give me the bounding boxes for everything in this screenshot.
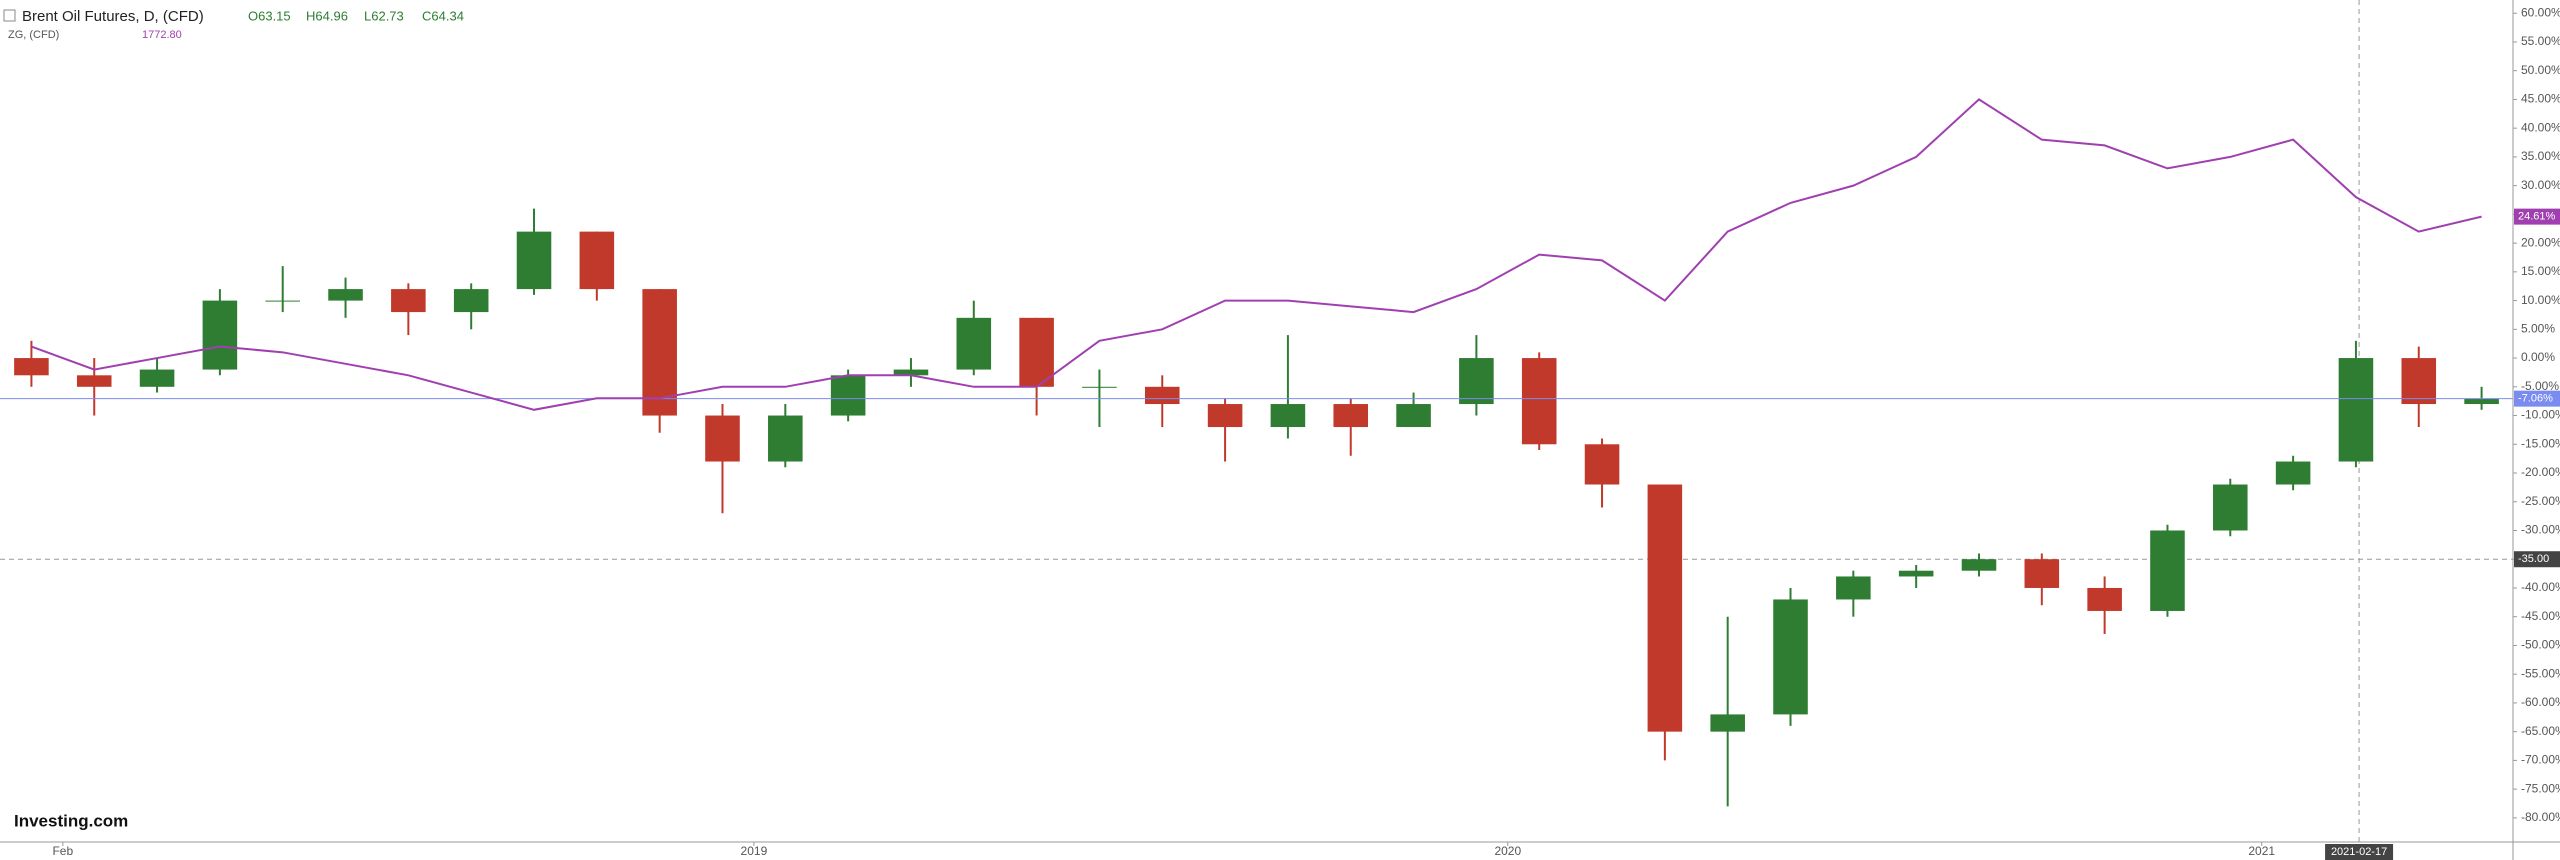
series-line xyxy=(31,98,2482,411)
plot-layer xyxy=(0,0,2513,842)
candle-body xyxy=(202,300,238,370)
crosshair-y-label: -35.00 xyxy=(2518,553,2549,565)
y-tick-label: -70.00% xyxy=(2521,753,2560,767)
y-tick-label: -15.00% xyxy=(2521,436,2560,450)
y-tick-label: -25.00% xyxy=(2521,494,2560,508)
y-tick-label: 10.00% xyxy=(2521,293,2560,307)
candle-body xyxy=(642,289,677,416)
last-value-label: 24.61% xyxy=(2518,211,2556,223)
y-tick-label: -40.00% xyxy=(2521,580,2560,594)
crosshair-x-box xyxy=(2325,844,2394,860)
ohlc-label: O63.15 xyxy=(248,8,291,23)
candle-body xyxy=(1773,599,1808,715)
candle-body xyxy=(1836,576,1871,600)
candle-body xyxy=(76,375,112,387)
x-tick-label: 2021 xyxy=(2248,844,2275,858)
candle-body xyxy=(768,415,803,462)
x-tick-label: 2020 xyxy=(1494,844,1521,858)
candle-body xyxy=(328,289,363,301)
y-tick-label: 0.00% xyxy=(2521,350,2555,364)
y-tick-label: -80.00% xyxy=(2521,810,2560,824)
candle-body xyxy=(2150,530,2185,611)
candle-body xyxy=(1647,484,1683,732)
series-title: Brent Oil Futures, D, (CFD) xyxy=(22,8,204,25)
candle-body xyxy=(265,300,300,302)
y-tick-label: -75.00% xyxy=(2521,781,2560,795)
candle-body xyxy=(1019,317,1054,387)
candle-body xyxy=(830,375,866,416)
crosshair-x-label: 2021-02-17 xyxy=(2331,846,2387,858)
candle-body xyxy=(2213,484,2248,531)
crosshair-y-box xyxy=(2514,551,2560,568)
y-tick-label: 40.00% xyxy=(2521,120,2560,134)
y-tick-label: 15.00% xyxy=(2521,264,2560,278)
ohlc-label: C64.34 xyxy=(422,8,464,23)
y-tick-label: -50.00% xyxy=(2521,638,2560,652)
x-tick-label: 2019 xyxy=(741,844,768,858)
candle-body xyxy=(453,289,489,313)
y-tick-label: 5.00% xyxy=(2521,322,2555,336)
series-value: 1772.80 xyxy=(142,29,182,41)
candle-body xyxy=(1396,404,1431,428)
candle-body xyxy=(1584,444,1620,485)
candle-body xyxy=(1961,559,1997,571)
candle-body xyxy=(1082,386,1117,388)
watermark: Investing.com xyxy=(14,811,128,830)
y-tick-label: -65.00% xyxy=(2521,724,2560,738)
y-tick-label: 60.00% xyxy=(2521,5,2560,19)
candle-body xyxy=(2087,587,2122,611)
candle-body xyxy=(516,231,552,290)
y-tick-label: 35.00% xyxy=(2521,149,2560,163)
y-tick-label: 50.00% xyxy=(2521,63,2560,77)
candle-body xyxy=(139,369,175,387)
y-tick-label: -45.00% xyxy=(2521,609,2560,623)
candle-body xyxy=(956,317,992,370)
candle-body xyxy=(1270,404,1306,428)
last-price-box xyxy=(2514,390,2560,407)
candle-body xyxy=(1207,404,1243,428)
y-tick-label: 45.00% xyxy=(2521,92,2560,106)
x-tick-label: Feb xyxy=(52,844,73,858)
y-tick-label: -30.00% xyxy=(2521,523,2560,537)
candle-body xyxy=(579,231,615,290)
y-tick-label: -60.00% xyxy=(2521,695,2560,709)
ohlc-label: H64.96 xyxy=(306,8,348,23)
candle-body xyxy=(2401,358,2437,405)
candle-body xyxy=(2275,461,2311,485)
last-value-box xyxy=(2514,208,2560,225)
y-tick-label: -20.00% xyxy=(2521,465,2560,479)
candle-body xyxy=(1144,386,1180,405)
collapse-icon[interactable] xyxy=(3,9,16,22)
candle-body xyxy=(14,358,49,376)
candle-body xyxy=(2338,358,2374,462)
last-price-label: -7.06% xyxy=(2518,393,2553,405)
candle-body xyxy=(1710,714,1745,732)
candle-body xyxy=(2024,559,2060,588)
y-tick-label: 20.00% xyxy=(2521,235,2560,249)
candle-body xyxy=(705,415,740,462)
ohlc-label: L62.73 xyxy=(364,8,404,23)
candle-body xyxy=(893,369,929,376)
y-tick-label: 55.00% xyxy=(2521,34,2560,48)
candle-body xyxy=(1333,404,1369,428)
candle-body xyxy=(391,289,426,313)
candle-body xyxy=(1521,358,1557,445)
candle-body xyxy=(1898,570,1934,577)
series-title: ZG, (CFD) xyxy=(8,29,59,41)
candle-body xyxy=(2464,398,2499,405)
y-tick-label: -10.00% xyxy=(2521,408,2560,422)
y-tick-label: -55.00% xyxy=(2521,666,2560,680)
y-tick-label: 30.00% xyxy=(2521,178,2560,192)
ohlc-values: O63.15 H64.96 L62.73 C64.34 xyxy=(248,8,464,23)
y-tick-label: -5.00% xyxy=(2521,379,2559,393)
candle-body xyxy=(1459,358,1494,405)
